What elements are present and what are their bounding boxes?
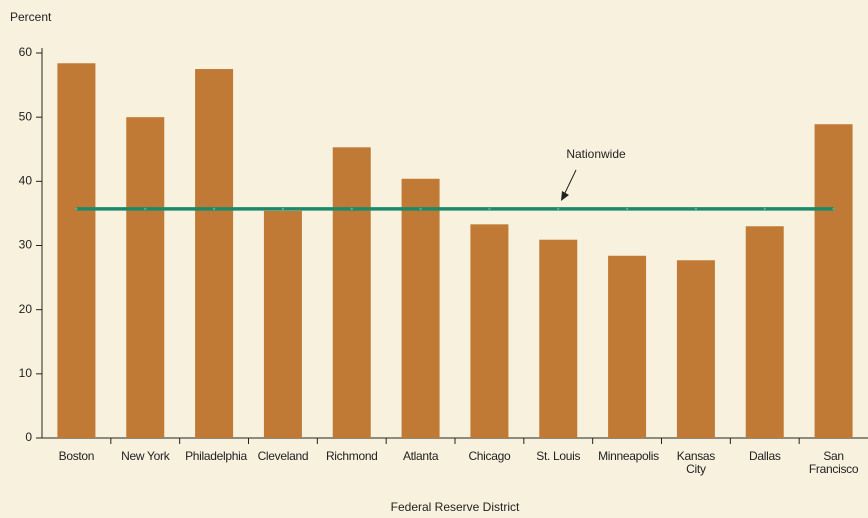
- y-tick-label: 20: [19, 302, 33, 316]
- reference-dot: [694, 207, 698, 211]
- x-tick-label: Cleveland: [257, 450, 309, 463]
- annotation-arrowhead: [561, 191, 569, 201]
- reference-dot: [75, 207, 78, 211]
- x-tick-label: New York: [121, 450, 170, 463]
- reference-label: Nationwide: [566, 147, 626, 161]
- x-axis-label: Federal Reserve District: [391, 500, 520, 514]
- x-tick-label: Atlanta: [402, 450, 439, 463]
- bar: [57, 63, 96, 439]
- x-tick-label: San Francisco: [808, 450, 859, 476]
- bar: [745, 226, 784, 438]
- bar: [470, 224, 509, 438]
- x-tick-label: Kansas City: [676, 450, 716, 476]
- x-tick-label-box: Kansas City: [676, 450, 716, 476]
- reference-dot: [144, 207, 147, 211]
- y-tick-label: 60: [19, 45, 33, 59]
- reference-dot: [419, 207, 422, 211]
- y-tick-label: 0: [25, 430, 32, 444]
- bar: [814, 124, 853, 438]
- bar: [401, 178, 440, 438]
- reference-dot: [281, 207, 285, 211]
- reference-dot: [488, 207, 491, 211]
- x-tick-label: Philadelphia: [185, 450, 247, 463]
- y-tick-label: 30: [19, 238, 33, 252]
- bar: [263, 210, 302, 438]
- x-tick-label-box: New York: [121, 450, 170, 463]
- reference-dot: [763, 207, 766, 211]
- reference-dot: [212, 207, 216, 211]
- x-tick-label-box: Atlanta: [402, 450, 439, 463]
- bar: [126, 117, 165, 439]
- y-tick-label: 50: [19, 109, 33, 123]
- x-tick-label-box: Philadelphia: [185, 450, 247, 463]
- y-axis-label: Percent: [10, 10, 52, 24]
- bar: [332, 147, 371, 438]
- x-tick-label-box: Boston: [58, 450, 95, 463]
- x-tick-label: Boston: [58, 450, 95, 463]
- x-tick-label: Minneapolis: [598, 450, 659, 463]
- annotation-arrow: [563, 169, 577, 196]
- x-tick-label: Dallas: [748, 450, 781, 463]
- x-tick-label-box: St. Louis: [536, 450, 581, 463]
- x-tick-label: Chicago: [468, 450, 511, 463]
- x-tick-label-box: Minneapolis: [598, 450, 659, 463]
- x-tick-label: St. Louis: [536, 450, 581, 463]
- x-tick-label: Richmond: [325, 450, 378, 463]
- reference-dot: [350, 207, 353, 211]
- bar: [608, 255, 647, 438]
- reference-dot: [557, 207, 560, 211]
- bar: [539, 239, 578, 438]
- reference-dot: [832, 207, 835, 211]
- x-tick-label-box: San Francisco: [808, 450, 859, 476]
- x-tick-label-box: Dallas: [748, 450, 781, 463]
- y-tick-label: 10: [19, 366, 33, 380]
- x-tick-label-box: Cleveland: [257, 450, 309, 463]
- x-tick-label-box: Chicago: [468, 450, 511, 463]
- bar: [195, 69, 234, 439]
- y-tick-label: 40: [19, 174, 33, 188]
- reference-dot: [625, 207, 629, 211]
- x-tick-label-box: Richmond: [325, 450, 378, 463]
- bar: [676, 260, 715, 438]
